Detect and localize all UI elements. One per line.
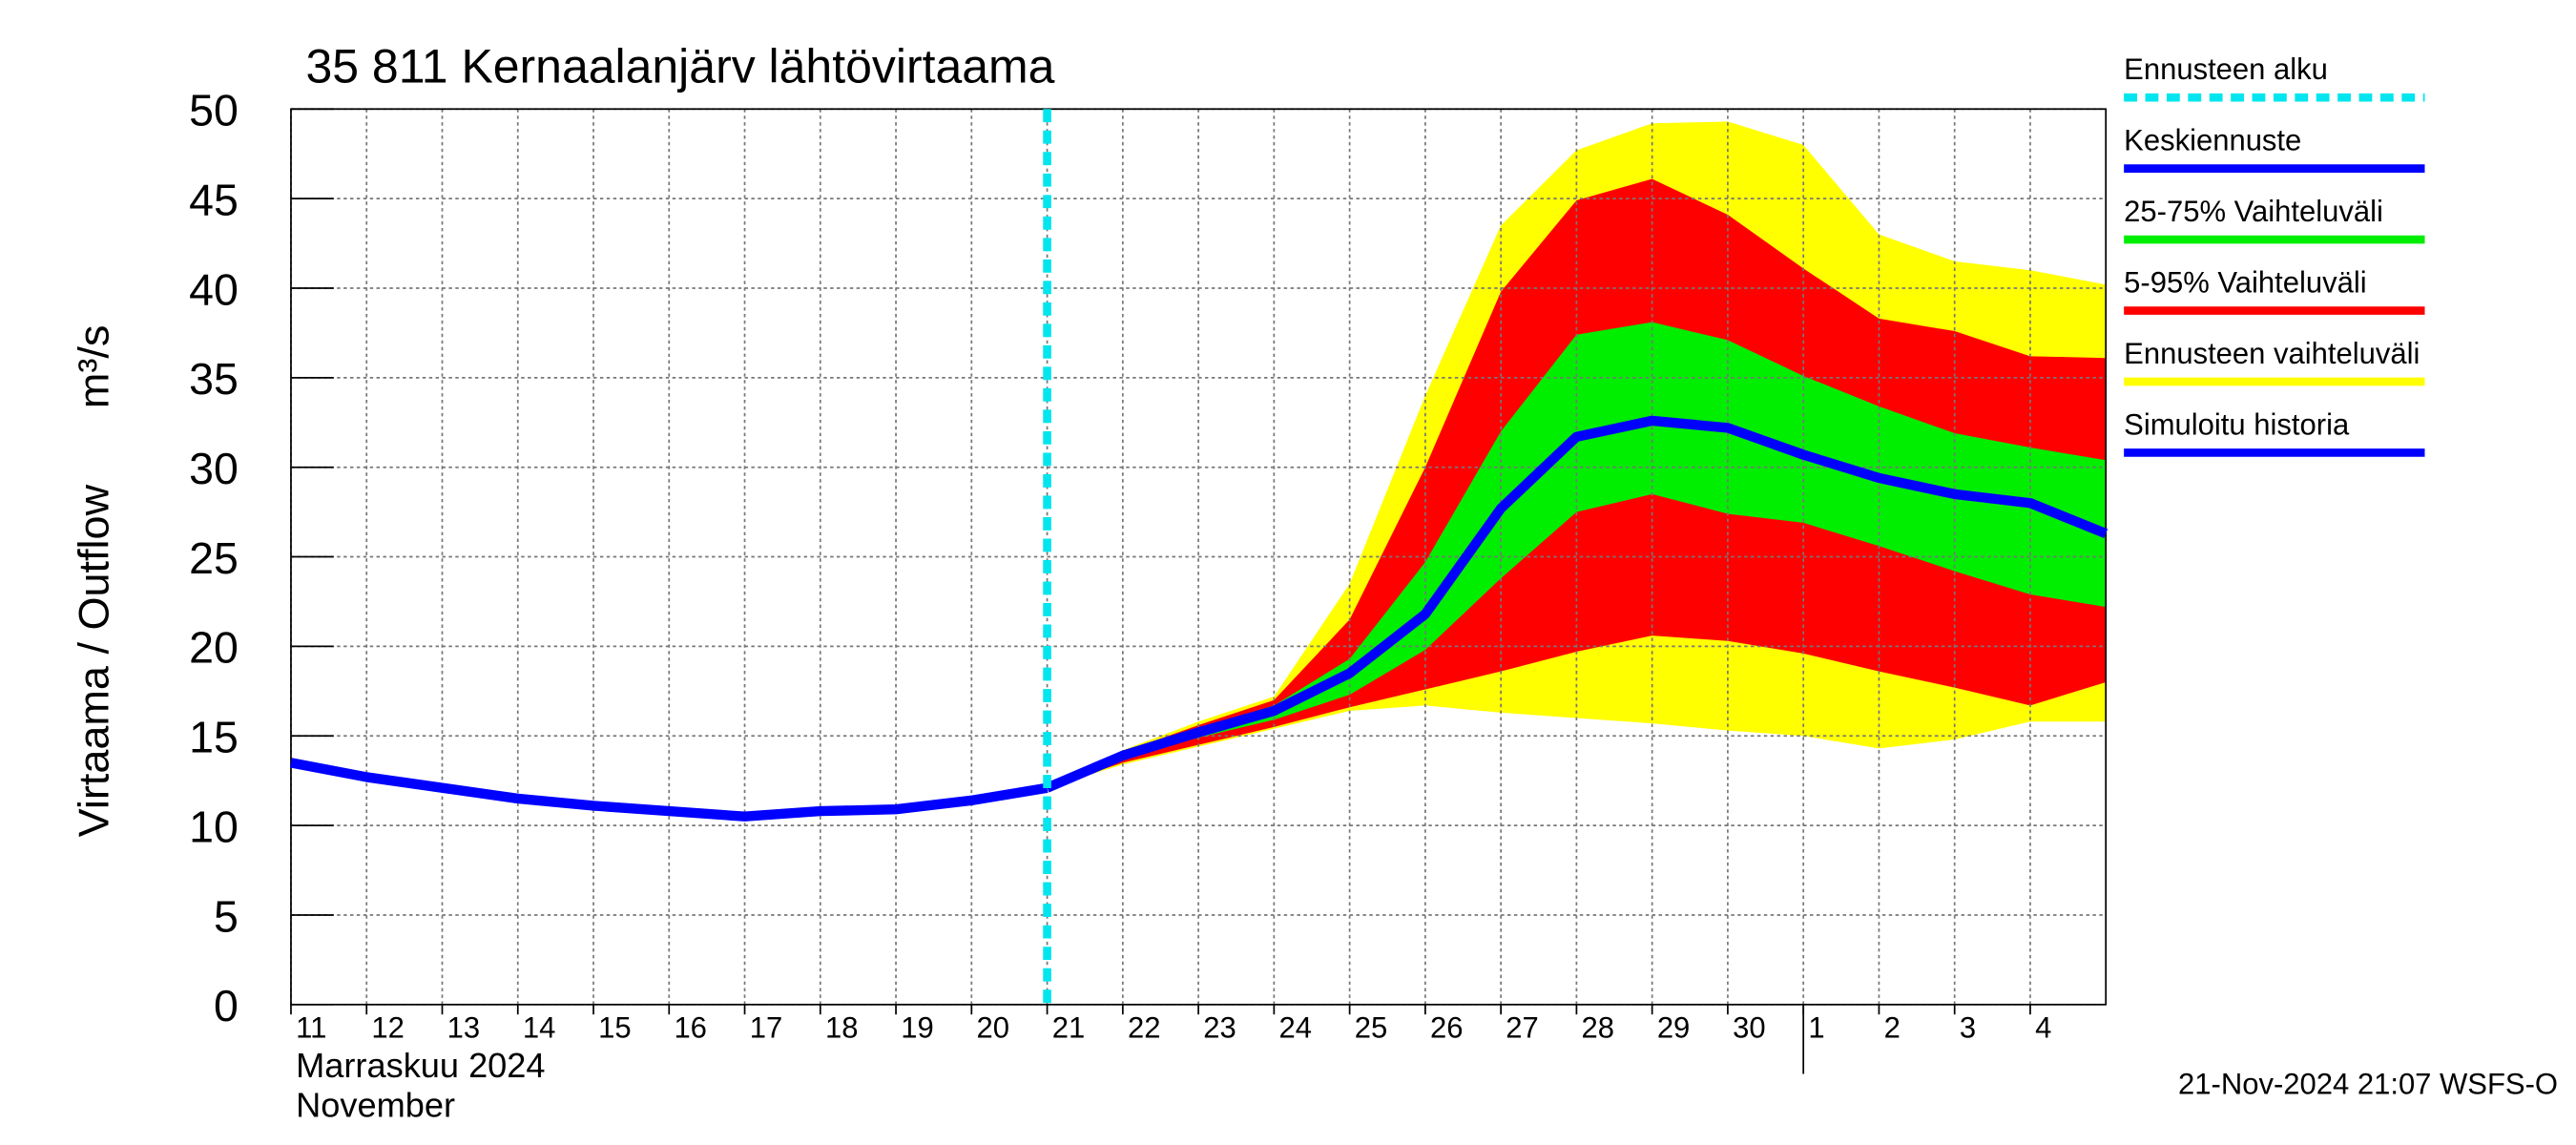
x-tick-label: 13 [447,1010,480,1044]
x-tick-label: 25 [1355,1010,1387,1044]
x-tick-label: 3 [1960,1010,1976,1044]
x-tick-label: 19 [901,1010,933,1044]
legend-label: Keskiennuste [2124,124,2301,157]
x-tick-label: 26 [1430,1010,1463,1044]
series-line [1045,415,2109,793]
x-axis-label: Marraskuu 2024 [296,1046,545,1085]
band-area [1047,322,2107,788]
legend-label: Ennusteen vaihteluväli [2124,337,2420,370]
x-tick-label: 23 [1203,1010,1236,1044]
x-tick-label: 28 [1582,1010,1614,1044]
y-tick-label: 15 [189,712,239,761]
legend-label: 25-75% Vaihteluväli [2124,195,2383,228]
y-tick-label: 25 [189,533,239,583]
x-tick-label: 12 [371,1010,404,1044]
y-tick-label: 20 [189,623,239,673]
x-tick-label: 18 [825,1010,858,1044]
x-tick-label: 4 [2035,1010,2051,1044]
y-axis-unit: m³/s [70,325,118,409]
x-tick-label: 27 [1506,1010,1538,1044]
x-tick-label: 30 [1733,1010,1765,1044]
x-tick-label: 11 [296,1010,326,1044]
y-tick-label: 0 [214,981,239,1030]
y-tick-label: 30 [189,444,239,493]
plot-frame [290,108,2108,1006]
footer: 21-Nov-2024 21:07 WSFS-O [2178,1067,2558,1100]
series-line [290,758,1049,822]
x-tick-label: 14 [523,1010,555,1044]
legend-label: Ennusteen alku [2124,52,2328,86]
x-tick-label: 15 [598,1010,631,1044]
x-tick-label: 24 [1279,1010,1312,1044]
legend-label: Simuloitu historia [2124,407,2350,441]
x-tick-label: 29 [1657,1010,1690,1044]
x-tick-label: 1 [1808,1010,1824,1044]
x-tick-label: 16 [674,1010,706,1044]
x-tick-label: 20 [976,1010,1008,1044]
y-tick-label: 5 [214,891,239,941]
x-axis-label: November [296,1085,455,1124]
y-tick-label: 10 [189,802,239,851]
x-tick-label: 21 [1052,1010,1085,1044]
x-tick-label: 2 [1884,1010,1901,1044]
x-tick-label: 22 [1128,1010,1160,1044]
y-tick-label: 45 [189,175,239,224]
legend-label: 5-95% Vaihteluväli [2124,265,2366,299]
chart-title: 35 811 Kernaalanjärv lähtövirtaama [305,39,1054,93]
y-tick-label: 40 [189,264,239,314]
x-tick-label: 17 [750,1010,782,1044]
y-axis-label: Virtaama / Outflow [70,484,118,837]
y-tick-label: 35 [189,354,239,404]
y-tick-label: 50 [189,85,239,135]
